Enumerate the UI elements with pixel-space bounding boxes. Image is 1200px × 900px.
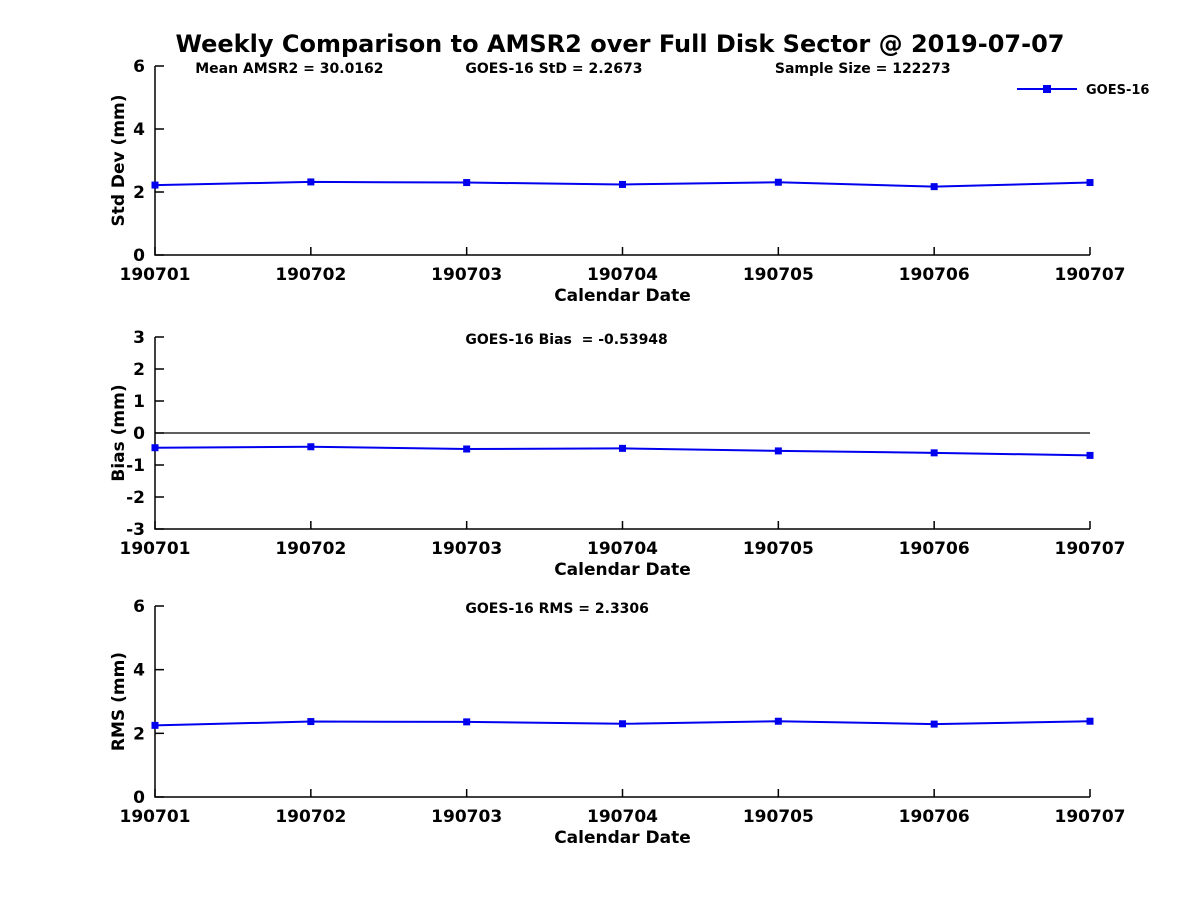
y-axis-label: RMS (mm)	[109, 652, 129, 751]
y-axis-label: Std Dev (mm)	[109, 94, 129, 226]
y-tick-label: 2	[133, 724, 145, 744]
data-point-marker	[151, 444, 159, 452]
data-point-marker	[307, 443, 315, 451]
x-tick-label: 190703	[431, 265, 502, 285]
figure-title: Weekly Comparison to AMSR2 over Full Dis…	[175, 30, 1065, 58]
x-tick-label: 190705	[743, 807, 814, 827]
y-tick-label: 4	[133, 661, 145, 681]
stat-annotation: Sample Size = 122273	[775, 61, 951, 77]
data-point-marker	[307, 178, 315, 186]
std-dev-chart: 0 2 4 6 190701 190702 190703 190704 190705 190706…	[109, 57, 1149, 306]
data-point-marker	[774, 178, 782, 186]
data-point-marker	[463, 179, 471, 187]
data-point-marker	[619, 444, 626, 452]
stat-annotation: GOES-16 StD = 2.2673	[465, 61, 642, 77]
data-point-marker	[1086, 451, 1094, 459]
data-point-marker	[619, 180, 626, 188]
data-point-marker	[1086, 179, 1094, 187]
legend-label: GOES-16	[1086, 83, 1149, 98]
x-tick-label: 190701	[120, 807, 191, 827]
x-tick-label: 190705	[743, 265, 814, 285]
x-tick-label: 190703	[431, 539, 502, 559]
data-point-marker	[307, 718, 315, 726]
x-tick-label: 190702	[275, 539, 346, 559]
y-tick-label: -3	[126, 520, 145, 540]
y-tick-label: 6	[133, 57, 145, 77]
x-tick-label: 190706	[899, 265, 970, 285]
y-tick-label: 0	[133, 788, 145, 808]
x-axis-label: Calendar Date	[554, 560, 691, 580]
x-axis-label: Calendar Date	[554, 286, 691, 306]
y-tick-label: 6	[133, 597, 145, 617]
x-tick-label: 190704	[587, 539, 658, 559]
x-tick-label: 190702	[275, 807, 346, 827]
x-tick-label: 190704	[587, 807, 658, 827]
y-tick-label: -2	[126, 488, 145, 508]
x-tick-label: 190701	[120, 539, 191, 559]
data-point-marker	[774, 447, 782, 455]
x-tick-label: 190706	[899, 539, 970, 559]
y-tick-label: 1	[133, 392, 145, 412]
x-tick-label: 190707	[1055, 265, 1126, 285]
data-point-marker	[463, 445, 471, 453]
x-axis-label: Calendar Date	[554, 828, 691, 848]
stat-annotation: Mean AMSR2 = 30.0162	[195, 61, 383, 77]
data-point-marker	[930, 720, 938, 728]
data-point-marker	[151, 721, 159, 729]
y-tick-label: 2	[133, 360, 145, 380]
bias-chart: -3 -2 -1 0 1 2 3 190701 190702 190703 190704 190705…	[109, 328, 1125, 580]
legend-marker-sample	[1043, 85, 1051, 93]
x-tick-label: 190704	[587, 265, 658, 285]
data-point-marker	[1086, 717, 1094, 725]
data-point-marker	[619, 720, 626, 728]
y-tick-label: 0	[133, 424, 145, 444]
data-point-marker	[930, 449, 938, 457]
axis-lines	[154, 606, 1090, 798]
y-tick-label: 3	[133, 328, 145, 348]
y-tick-label: 2	[133, 183, 145, 203]
data-point-marker	[463, 718, 471, 726]
x-tick-label: 190701	[120, 265, 191, 285]
x-tick-label: 190706	[899, 807, 970, 827]
y-axis-label: Bias (mm)	[109, 384, 129, 481]
x-tick-label: 190705	[743, 539, 814, 559]
axis-lines	[154, 66, 1090, 256]
stat-annotation: GOES-16 RMS = 2.3306	[465, 601, 649, 617]
y-tick-label: -1	[126, 456, 145, 476]
stat-annotation: GOES-16 Bias = -0.53948	[465, 332, 667, 348]
legend: GOES-16	[1017, 83, 1149, 98]
x-tick-label: 190703	[431, 807, 502, 827]
data-point-marker	[774, 717, 782, 725]
x-tick-label: 190707	[1055, 539, 1126, 559]
y-tick-label: 0	[133, 246, 145, 266]
x-tick-label: 190707	[1055, 807, 1126, 827]
x-tick-label: 190702	[275, 265, 346, 285]
rms-chart: 0 2 4 6 190701 190702 190703 190704 190705 190706…	[109, 597, 1125, 848]
data-point-marker	[151, 181, 159, 189]
data-point-marker	[930, 183, 938, 191]
y-tick-label: 4	[133, 120, 145, 140]
